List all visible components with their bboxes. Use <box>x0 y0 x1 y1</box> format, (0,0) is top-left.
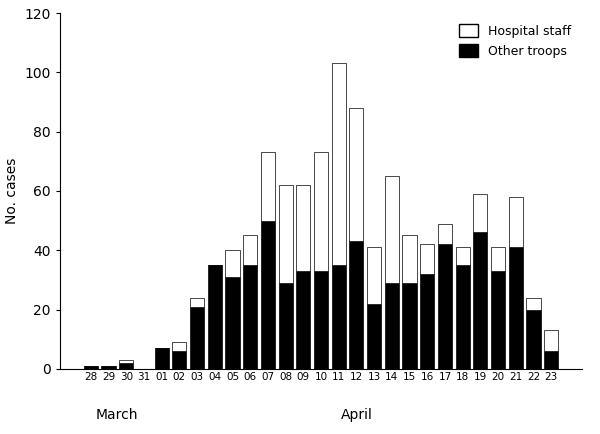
Bar <box>403 235 416 283</box>
Bar <box>349 241 364 369</box>
Text: April: April <box>340 408 373 422</box>
Bar <box>190 306 204 369</box>
Bar <box>455 265 470 369</box>
Bar <box>385 176 399 283</box>
Bar <box>473 233 487 369</box>
Bar <box>101 366 116 369</box>
Text: March: March <box>96 408 139 422</box>
Bar <box>438 224 452 244</box>
Bar <box>84 366 98 369</box>
Bar <box>261 220 275 369</box>
Bar <box>509 197 523 247</box>
Bar <box>190 298 204 306</box>
Bar <box>226 250 239 277</box>
Y-axis label: No. cases: No. cases <box>5 158 19 224</box>
Bar <box>332 265 346 369</box>
Bar <box>385 283 399 369</box>
Bar <box>172 342 187 351</box>
Bar <box>491 271 505 369</box>
Bar <box>296 271 310 369</box>
Bar <box>119 360 133 363</box>
Bar <box>491 247 505 271</box>
Bar <box>261 152 275 220</box>
Bar <box>367 304 381 369</box>
Bar <box>367 247 381 304</box>
Bar <box>208 265 222 369</box>
Bar <box>314 271 328 369</box>
Bar <box>403 283 416 369</box>
Bar <box>155 348 169 369</box>
Legend: Hospital staff, Other troops: Hospital staff, Other troops <box>454 19 576 63</box>
Bar <box>243 235 257 265</box>
Bar <box>473 194 487 233</box>
Bar <box>226 277 239 369</box>
Bar <box>349 108 364 241</box>
Bar <box>509 247 523 369</box>
Bar <box>526 309 541 369</box>
Bar <box>278 185 293 283</box>
Bar <box>544 351 558 369</box>
Bar <box>420 244 434 274</box>
Bar <box>243 265 257 369</box>
Bar <box>172 351 187 369</box>
Bar <box>544 330 558 351</box>
Bar <box>119 363 133 369</box>
Bar <box>438 244 452 369</box>
Bar <box>420 274 434 369</box>
Bar <box>296 185 310 271</box>
Bar <box>278 283 293 369</box>
Bar <box>455 247 470 265</box>
Bar <box>314 152 328 271</box>
Bar <box>332 63 346 265</box>
Bar <box>526 298 541 309</box>
